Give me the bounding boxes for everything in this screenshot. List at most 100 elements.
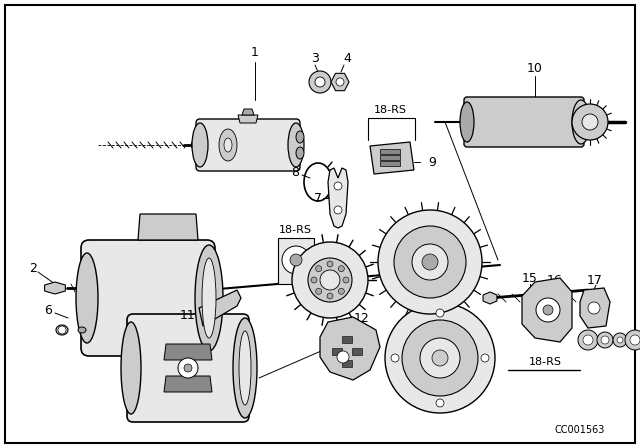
Ellipse shape bbox=[121, 322, 141, 414]
Circle shape bbox=[412, 244, 448, 280]
Circle shape bbox=[436, 399, 444, 407]
Circle shape bbox=[582, 114, 598, 130]
Circle shape bbox=[184, 364, 192, 372]
Text: 9: 9 bbox=[428, 155, 436, 168]
Bar bbox=[332, 348, 342, 355]
Polygon shape bbox=[242, 109, 254, 115]
FancyBboxPatch shape bbox=[196, 119, 300, 171]
Circle shape bbox=[617, 337, 623, 343]
Circle shape bbox=[385, 303, 495, 413]
Bar bbox=[380, 155, 400, 160]
Text: 17: 17 bbox=[587, 273, 603, 287]
Polygon shape bbox=[331, 73, 349, 90]
Circle shape bbox=[378, 210, 482, 314]
Circle shape bbox=[481, 354, 489, 362]
Circle shape bbox=[543, 305, 553, 315]
Text: 10: 10 bbox=[527, 61, 543, 74]
Text: 6: 6 bbox=[44, 303, 52, 316]
Polygon shape bbox=[370, 142, 414, 174]
Ellipse shape bbox=[56, 325, 68, 335]
Circle shape bbox=[336, 78, 344, 86]
Polygon shape bbox=[138, 214, 198, 240]
Text: CC001563: CC001563 bbox=[555, 425, 605, 435]
Ellipse shape bbox=[288, 123, 304, 167]
Bar bbox=[278, 238, 314, 284]
Bar bbox=[380, 161, 400, 166]
FancyBboxPatch shape bbox=[127, 314, 249, 422]
Ellipse shape bbox=[239, 331, 251, 405]
Circle shape bbox=[597, 332, 613, 348]
Circle shape bbox=[282, 246, 310, 274]
Text: 3: 3 bbox=[311, 52, 319, 65]
Text: 18-RS: 18-RS bbox=[374, 105, 406, 115]
Ellipse shape bbox=[202, 258, 216, 338]
Circle shape bbox=[308, 258, 352, 302]
Circle shape bbox=[394, 226, 466, 298]
Text: 12: 12 bbox=[354, 311, 370, 324]
Polygon shape bbox=[164, 376, 212, 392]
Bar bbox=[380, 149, 400, 154]
Ellipse shape bbox=[460, 102, 474, 142]
Text: 14: 14 bbox=[420, 323, 436, 336]
Ellipse shape bbox=[195, 245, 223, 351]
Circle shape bbox=[320, 270, 340, 290]
Polygon shape bbox=[522, 278, 572, 342]
Ellipse shape bbox=[219, 129, 237, 161]
Circle shape bbox=[402, 320, 478, 396]
Circle shape bbox=[316, 266, 322, 271]
Text: 11: 11 bbox=[180, 309, 196, 322]
Circle shape bbox=[613, 333, 627, 347]
Circle shape bbox=[334, 206, 342, 214]
Circle shape bbox=[315, 77, 325, 87]
Circle shape bbox=[601, 336, 609, 344]
Circle shape bbox=[343, 277, 349, 283]
Polygon shape bbox=[320, 317, 380, 380]
Text: 5: 5 bbox=[168, 221, 176, 234]
Bar bbox=[352, 348, 362, 355]
Circle shape bbox=[316, 289, 322, 294]
Bar bbox=[342, 336, 352, 343]
Circle shape bbox=[588, 302, 600, 314]
Text: 8: 8 bbox=[291, 165, 299, 178]
Text: 4: 4 bbox=[343, 52, 351, 65]
Circle shape bbox=[432, 350, 448, 366]
Ellipse shape bbox=[572, 100, 590, 144]
Polygon shape bbox=[580, 288, 610, 328]
Text: 2: 2 bbox=[29, 262, 37, 275]
Circle shape bbox=[572, 104, 608, 140]
Bar bbox=[342, 360, 352, 367]
Polygon shape bbox=[45, 282, 65, 294]
Ellipse shape bbox=[296, 147, 304, 159]
Ellipse shape bbox=[76, 253, 98, 343]
Ellipse shape bbox=[296, 131, 304, 143]
Circle shape bbox=[583, 335, 593, 345]
FancyBboxPatch shape bbox=[464, 97, 584, 147]
Circle shape bbox=[630, 335, 640, 345]
Text: 18-RS: 18-RS bbox=[278, 225, 312, 235]
Circle shape bbox=[327, 293, 333, 299]
Circle shape bbox=[327, 261, 333, 267]
Circle shape bbox=[337, 351, 349, 363]
Ellipse shape bbox=[224, 138, 232, 152]
Circle shape bbox=[339, 266, 344, 271]
Text: 16: 16 bbox=[547, 273, 563, 287]
Polygon shape bbox=[483, 292, 497, 304]
Circle shape bbox=[58, 326, 66, 334]
Circle shape bbox=[292, 242, 368, 318]
Polygon shape bbox=[328, 168, 348, 228]
Circle shape bbox=[536, 298, 560, 322]
Circle shape bbox=[391, 354, 399, 362]
Circle shape bbox=[422, 254, 438, 270]
Circle shape bbox=[420, 338, 460, 378]
FancyBboxPatch shape bbox=[81, 240, 215, 356]
Text: 13: 13 bbox=[447, 309, 463, 322]
Circle shape bbox=[339, 289, 344, 294]
Circle shape bbox=[309, 71, 331, 93]
Circle shape bbox=[311, 277, 317, 283]
Text: 15: 15 bbox=[522, 271, 538, 284]
Text: 1: 1 bbox=[251, 46, 259, 59]
Ellipse shape bbox=[233, 318, 257, 418]
Polygon shape bbox=[164, 344, 212, 360]
Ellipse shape bbox=[78, 327, 86, 333]
Polygon shape bbox=[199, 290, 241, 326]
